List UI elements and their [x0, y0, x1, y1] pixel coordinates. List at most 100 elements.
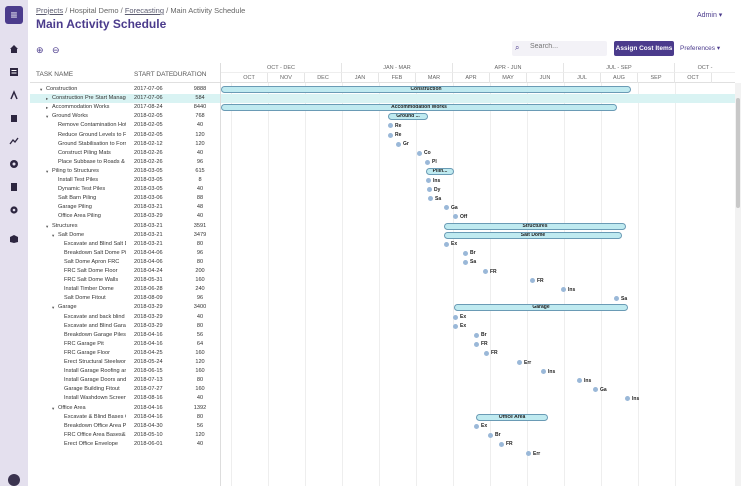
task-row[interactable]: Breakdown Salt Dome Pile 2018-04-06 96: [30, 249, 220, 258]
task-row[interactable]: Dynamic Test Piles 2018-03-05 40: [30, 185, 220, 194]
breadcrumb-forecasting[interactable]: Forecasting: [124, 6, 165, 15]
summary-bar[interactable]: Office Area: [476, 413, 548, 421]
task-bar[interactable]: [484, 350, 489, 356]
task-bar[interactable]: [388, 123, 393, 129]
summary-bar[interactable]: Accommodation Works: [221, 104, 617, 112]
task-row[interactable]: Salt Barn Piling 2018-03-06 88: [30, 194, 220, 203]
task-row[interactable]: FRC Office Area Bases&B 2018-05-10 120: [30, 431, 220, 440]
column-duration[interactable]: DURATION: [173, 71, 207, 78]
box-icon[interactable]: [0, 230, 28, 248]
task-bar[interactable]: [541, 369, 546, 375]
home-icon[interactable]: [0, 40, 28, 58]
task-row[interactable]: Garage Piling 2018-03-21 48: [30, 203, 220, 212]
task-bar[interactable]: [444, 241, 449, 247]
task-bar[interactable]: [474, 332, 479, 338]
task-bar[interactable]: [463, 259, 468, 265]
breadcrumb-projects[interactable]: Projects: [36, 6, 64, 15]
task-bar[interactable]: [474, 341, 479, 347]
task-row[interactable]: FRC Garage Pit 2018-04-16 64: [30, 340, 220, 349]
zoom-out-icon[interactable]: ⊖: [52, 45, 60, 55]
summary-bar[interactable]: Construction: [221, 86, 631, 93]
task-row[interactable]: Install Washdown Screen 2018-08-16 40: [30, 394, 220, 403]
summary-bar[interactable]: Structures: [444, 222, 626, 230]
task-bar[interactable]: [530, 278, 535, 284]
task-bar[interactable]: [517, 360, 522, 365]
task-row[interactable]: FRC Salt Dome Floor 2018-04-24 200: [30, 267, 220, 276]
task-bar[interactable]: [426, 178, 431, 183]
task-row[interactable]: FRC Garage Floor 2018-04-25 160: [30, 349, 220, 358]
expand-toggle-icon[interactable]: ▸: [46, 96, 49, 102]
task-row[interactable]: Excavate and back blind C 2018-03-29 40: [30, 313, 220, 322]
expand-toggle-icon[interactable]: ▾: [40, 87, 43, 92]
task-bar[interactable]: [425, 159, 430, 165]
task-bar[interactable]: [453, 323, 458, 329]
task-bar[interactable]: [444, 205, 449, 211]
task-row[interactable]: Remove Contamination Hot 2018-02-05 40: [30, 121, 220, 130]
task-bar[interactable]: [417, 150, 422, 156]
task-bar[interactable]: [463, 250, 468, 256]
task-row[interactable]: Construct Piling Mats 2018-02-26 40: [30, 149, 220, 158]
task-row[interactable]: ▾ Structures 2018-03-21 3591: [30, 222, 220, 231]
task-row[interactable]: Reduce Ground Levels to Fo 2018-02-05 120: [30, 131, 220, 140]
app-logo[interactable]: ≡: [5, 6, 23, 24]
task-bar[interactable]: [453, 314, 458, 320]
task-row[interactable]: ▸ Accommodation Works 2017-08-24 8440: [30, 103, 220, 112]
task-row[interactable]: ▾ Garage 2018-03-29 3400: [30, 303, 220, 312]
zoom-in-icon[interactable]: ⊕: [36, 45, 44, 55]
expand-toggle-icon[interactable]: ▾: [52, 232, 55, 238]
task-row[interactable]: ▾ Ground Works 2018-02-05 768: [30, 112, 220, 121]
task-bar[interactable]: [593, 387, 598, 393]
column-task-name[interactable]: TASK NAME: [36, 71, 74, 78]
task-bar[interactable]: [388, 132, 393, 138]
summary-bar[interactable]: Pilin...: [426, 167, 454, 175]
expand-toggle-icon[interactable]: ▾: [46, 114, 49, 120]
task-row[interactable]: Office Area Piling 2018-03-29 40: [30, 212, 220, 221]
trend-icon[interactable]: [0, 132, 28, 150]
task-bar[interactable]: [483, 269, 488, 274]
task-row[interactable]: ▾ Construction 2017-07-06 9888: [30, 85, 220, 94]
assign-cost-items-button[interactable]: Assign Cost Items: [614, 41, 674, 56]
task-row[interactable]: ▸ Construction Pre Start Manage 2017-07-06…: [30, 94, 220, 104]
task-bar[interactable]: [526, 451, 531, 456]
task-row[interactable]: Salt Dome Apron FRC 2018-04-06 80: [30, 258, 220, 267]
task-row[interactable]: Breakdown Office Area Pil 2018-04-30 56: [30, 422, 220, 431]
task-row[interactable]: Erect Office Envelope 2018-06-01 40: [30, 440, 220, 449]
task-bar[interactable]: [499, 441, 504, 447]
expand-toggle-icon[interactable]: ▸: [46, 105, 49, 111]
vertical-scrollbar[interactable]: [735, 83, 741, 486]
task-row[interactable]: ▾ Salt Dome 2018-03-21 3479: [30, 231, 220, 240]
task-row[interactable]: FRC Salt Dome Walls 2018-05-31 160: [30, 276, 220, 285]
building-icon[interactable]: [0, 109, 28, 127]
search-input[interactable]: [530, 43, 600, 50]
task-row[interactable]: Salt Dome Fitout 2018-08-09 96: [30, 294, 220, 303]
preferences-menu[interactable]: Preferences ▾: [680, 45, 721, 52]
task-bar[interactable]: [488, 432, 493, 438]
summary-bar[interactable]: Garage: [454, 304, 628, 312]
task-row[interactable]: Erect Structural Steelwork 2018-05-24 120: [30, 358, 220, 367]
task-row[interactable]: Install Garage Roofing and 2018-06-15 160: [30, 367, 220, 376]
task-bar[interactable]: [561, 287, 566, 293]
task-row[interactable]: Install Garage Doors and I 2018-07-13 80: [30, 376, 220, 385]
settings-gear-icon[interactable]: [0, 155, 28, 173]
task-row[interactable]: Excavate & Blind Bases O 2018-04-16 80: [30, 413, 220, 422]
task-row[interactable]: Garage Building Fitout 2018-07-27 160: [30, 385, 220, 394]
scrollbar-thumb[interactable]: [736, 98, 740, 208]
dashboard-icon[interactable]: [0, 63, 28, 81]
expand-toggle-icon[interactable]: ▾: [52, 305, 55, 311]
task-row[interactable]: Install Test Piles 2018-03-05 8: [30, 176, 220, 185]
summary-bar[interactable]: Salt Dome: [444, 231, 622, 239]
expand-toggle-icon[interactable]: ▾: [46, 168, 49, 174]
task-row[interactable]: Breakdown Garage Piles 2018-04-16 56: [30, 331, 220, 340]
expand-toggle-icon[interactable]: ▾: [46, 223, 49, 229]
summary-bar[interactable]: Ground ...: [388, 113, 428, 121]
task-row[interactable]: Place Subbase to Roads & C 2018-02-26 96: [30, 158, 220, 167]
task-bar[interactable]: [427, 187, 432, 193]
task-bar[interactable]: [428, 196, 433, 202]
task-row[interactable]: Excavate and Blind Garag 2018-03-29 80: [30, 322, 220, 331]
task-bar[interactable]: [474, 423, 479, 429]
task-bar[interactable]: [453, 214, 458, 220]
task-bar[interactable]: [577, 378, 582, 384]
column-start-date[interactable]: START DATE: [134, 71, 174, 78]
task-row[interactable]: ▾ Piling to Structures 2018-03-05 615: [30, 167, 220, 176]
task-bar[interactable]: [625, 396, 630, 402]
